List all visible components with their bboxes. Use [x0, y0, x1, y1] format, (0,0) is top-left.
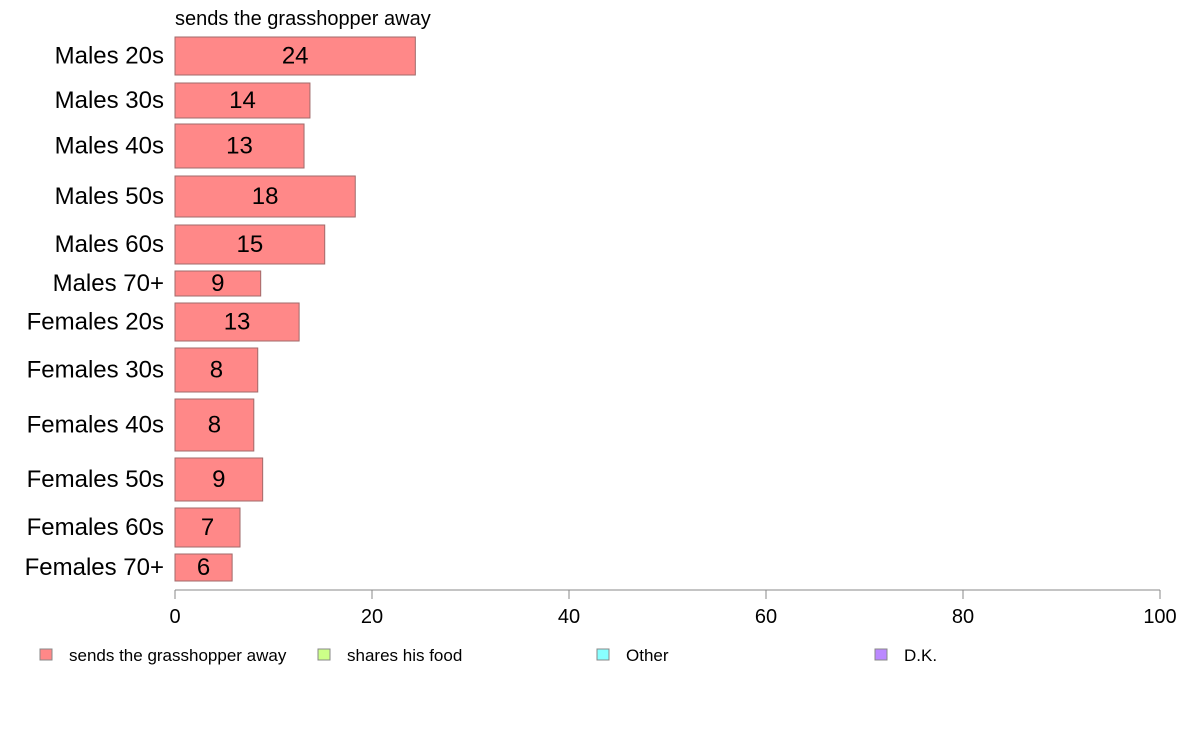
category-label: Females 30s [27, 357, 164, 384]
bar-value-label: 18 [252, 183, 279, 210]
category-label: Males 30s [55, 87, 164, 114]
bar [174, 123, 305, 169]
bar [174, 553, 233, 582]
legend: sends the grasshopper away shares his foo… [39, 646, 937, 665]
bar-value-label: 6 [197, 554, 210, 581]
x-axis: 0 20 40 60 80 100 [169, 589, 1177, 628]
bar [174, 302, 300, 342]
bar-value-label: 9 [212, 466, 225, 493]
bar [174, 175, 356, 218]
x-tick-label: 40 [558, 606, 580, 628]
category-label: Females 50s [27, 466, 164, 493]
bar-value-label: 13 [226, 133, 253, 160]
legend-label: D.K. [904, 646, 937, 665]
bar [174, 82, 311, 119]
bar [174, 457, 264, 502]
legend-label: shares his food [347, 646, 462, 665]
legend-swatch [874, 648, 888, 661]
x-tick-label: 0 [169, 606, 180, 628]
legend-swatch [39, 648, 53, 661]
category-label: Females 60s [27, 514, 164, 541]
bar [174, 224, 326, 265]
bar [174, 398, 255, 452]
bars-group: Males 20s 24 Males 30s 14 Males 40s 13 Males 5… [25, 36, 416, 582]
chart-title: sends the grasshopper away [175, 8, 431, 30]
category-label: Males 60s [55, 231, 164, 258]
bar-value-label: 14 [229, 87, 256, 114]
bar-value-label: 15 [237, 231, 264, 258]
x-tick-label: 60 [755, 606, 777, 628]
legend-label: sends the grasshopper away [69, 646, 287, 665]
bar-value-label: 24 [282, 43, 309, 70]
bar [174, 347, 259, 393]
x-tick-label: 80 [952, 606, 974, 628]
legend-swatch [596, 648, 610, 661]
category-label: Males 40s [55, 133, 164, 160]
bar-value-label: 7 [201, 514, 214, 541]
bar-value-label: 8 [210, 357, 223, 384]
x-tick-label: 20 [361, 606, 383, 628]
bar [174, 507, 241, 548]
category-label: Males 70+ [53, 270, 164, 297]
category-label: Females 70+ [25, 554, 164, 581]
bar [174, 36, 416, 76]
bar-value-label: 13 [224, 309, 251, 336]
bar-value-label: 9 [211, 270, 224, 297]
legend-swatch [317, 648, 331, 661]
x-tick-label: 100 [1143, 606, 1176, 628]
legend-label: Other [626, 646, 669, 665]
category-label: Females 20s [27, 309, 164, 336]
category-label: Males 20s [55, 43, 164, 70]
bar-value-label: 8 [208, 412, 221, 439]
category-label: Females 40s [27, 412, 164, 439]
category-label: Males 50s [55, 183, 164, 210]
bar [174, 270, 262, 297]
